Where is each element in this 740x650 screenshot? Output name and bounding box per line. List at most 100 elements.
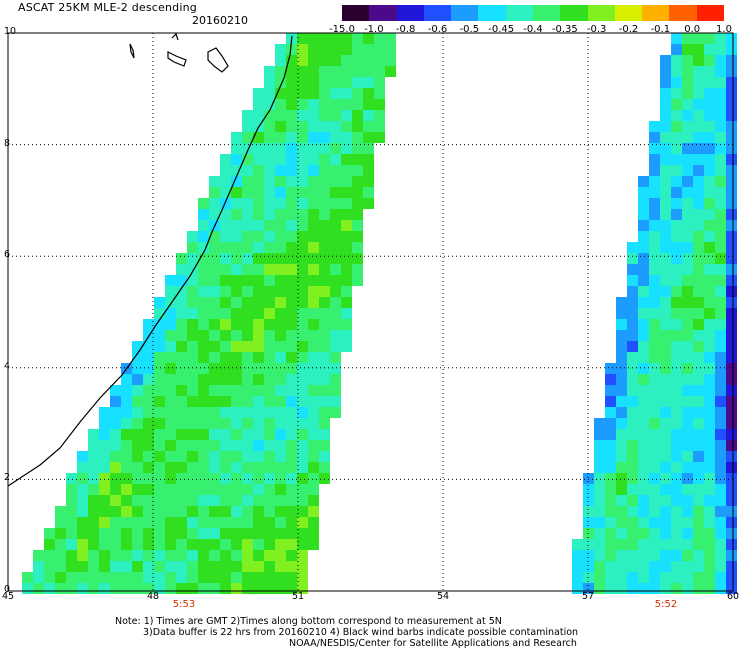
wind-cell xyxy=(649,308,660,319)
wind-cell xyxy=(242,462,253,473)
wind-cell xyxy=(638,374,649,385)
wind-cell xyxy=(319,462,330,473)
wind-cell xyxy=(330,308,341,319)
wind-cell xyxy=(209,297,220,308)
wind-cell xyxy=(220,517,231,528)
wind-cell xyxy=(110,572,121,583)
wind-cell xyxy=(231,539,242,550)
wind-cell xyxy=(704,220,715,231)
wind-cell xyxy=(253,198,264,209)
wind-cell xyxy=(671,330,682,341)
wind-cell xyxy=(198,363,209,374)
wind-cell xyxy=(660,88,671,99)
wind-cell xyxy=(682,539,693,550)
wind-cell xyxy=(77,550,88,561)
wind-cell xyxy=(187,407,198,418)
wind-cell xyxy=(110,517,121,528)
wind-cell xyxy=(198,352,209,363)
wind-cell xyxy=(638,550,649,561)
wind-cell xyxy=(682,121,693,132)
wind-cell xyxy=(242,473,253,484)
wind-cell xyxy=(198,495,209,506)
wind-cell xyxy=(242,418,253,429)
wind-cell xyxy=(605,484,616,495)
wind-cell xyxy=(275,352,286,363)
wind-cell xyxy=(297,143,308,154)
wind-cell xyxy=(319,396,330,407)
wind-cell xyxy=(330,99,341,110)
wind-cell xyxy=(363,110,374,121)
wind-cell xyxy=(715,154,726,165)
wind-cell xyxy=(638,451,649,462)
wind-cell xyxy=(242,275,253,286)
wind-cell xyxy=(693,286,704,297)
wind-cell xyxy=(176,462,187,473)
wind-cell xyxy=(187,484,198,495)
wind-cell xyxy=(253,352,264,363)
wind-cell xyxy=(242,429,253,440)
wind-cell xyxy=(726,385,737,396)
wind-cell xyxy=(165,418,176,429)
wind-cell xyxy=(198,440,209,451)
wind-cell xyxy=(242,440,253,451)
wind-cell xyxy=(682,220,693,231)
wind-cell xyxy=(77,539,88,550)
wind-cell xyxy=(253,187,264,198)
wind-cell xyxy=(220,550,231,561)
wind-cell xyxy=(220,451,231,462)
wind-cell xyxy=(176,297,187,308)
wind-cell xyxy=(143,561,154,572)
wind-cell xyxy=(121,517,132,528)
wind-cell xyxy=(649,209,660,220)
wind-cell xyxy=(209,418,220,429)
wind-cell xyxy=(143,341,154,352)
wind-cell xyxy=(253,308,264,319)
wind-cell xyxy=(165,286,176,297)
wind-cell xyxy=(704,121,715,132)
wind-cell xyxy=(242,165,253,176)
wind-cell xyxy=(308,143,319,154)
wind-cell xyxy=(176,429,187,440)
wind-cell xyxy=(143,396,154,407)
wind-cell xyxy=(715,319,726,330)
wind-cell xyxy=(319,187,330,198)
wind-cell xyxy=(671,374,682,385)
wind-cell xyxy=(308,66,319,77)
wind-cell xyxy=(649,187,660,198)
wind-cell xyxy=(66,539,77,550)
wind-cell xyxy=(352,275,363,286)
wind-cell xyxy=(286,473,297,484)
wind-cell xyxy=(77,495,88,506)
wind-cell xyxy=(209,275,220,286)
wind-cell xyxy=(198,231,209,242)
wind-cell xyxy=(143,330,154,341)
wind-cell xyxy=(693,44,704,55)
wind-cell xyxy=(682,363,693,374)
wind-cell xyxy=(132,550,143,561)
wind-cell xyxy=(143,385,154,396)
wind-cell xyxy=(682,550,693,561)
island-samhah xyxy=(167,51,187,67)
wind-cell xyxy=(682,352,693,363)
wind-cell xyxy=(627,440,638,451)
wind-cell xyxy=(715,561,726,572)
wind-cell xyxy=(660,583,671,594)
wind-cell xyxy=(198,220,209,231)
wind-cell xyxy=(605,550,616,561)
wind-cell xyxy=(319,385,330,396)
wind-cell xyxy=(671,506,682,517)
wind-cell xyxy=(253,396,264,407)
wind-cell xyxy=(242,385,253,396)
wind-cell xyxy=(704,330,715,341)
wind-cell xyxy=(660,286,671,297)
wind-cell xyxy=(682,407,693,418)
wind-cell xyxy=(660,528,671,539)
wind-cell xyxy=(693,198,704,209)
wind-cell xyxy=(638,462,649,473)
wind-cell xyxy=(352,33,363,44)
wind-cell xyxy=(198,242,209,253)
wind-cell xyxy=(693,374,704,385)
wind-cell xyxy=(165,583,176,594)
